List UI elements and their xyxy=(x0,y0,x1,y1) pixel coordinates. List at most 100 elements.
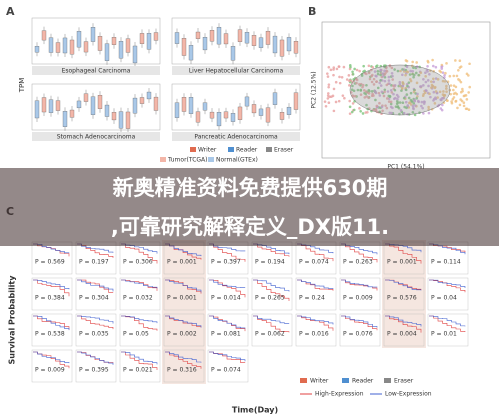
box xyxy=(90,27,96,42)
km-curve xyxy=(209,279,246,288)
pca-point xyxy=(351,102,355,105)
pca-point xyxy=(374,98,377,102)
pca-point xyxy=(332,87,336,91)
pca-point xyxy=(381,109,384,113)
pca-point xyxy=(387,79,391,82)
pca-point xyxy=(327,92,330,95)
pca-point xyxy=(409,91,413,95)
km-cell xyxy=(339,313,381,347)
pca-point xyxy=(436,78,440,81)
pca-point xyxy=(440,108,444,112)
pca-point xyxy=(427,105,430,109)
pca-point xyxy=(375,80,378,83)
box xyxy=(293,41,299,54)
pca-point xyxy=(359,88,363,92)
pca-point xyxy=(348,84,351,87)
pca-point xyxy=(341,94,345,97)
pca-point xyxy=(426,60,430,64)
pca-point xyxy=(372,83,376,86)
pca-point xyxy=(413,98,416,102)
km-curve xyxy=(121,243,158,264)
pca-point xyxy=(356,88,360,92)
pca-point xyxy=(441,71,445,74)
km-cell xyxy=(207,277,249,311)
pca-point xyxy=(438,90,442,94)
pca-point xyxy=(353,67,356,71)
km-curve xyxy=(77,243,114,253)
pca-point xyxy=(367,71,371,75)
pca-point xyxy=(343,96,346,100)
pca-point xyxy=(376,69,380,73)
legend-label: Normal(GTEx) xyxy=(216,157,258,164)
pca-point xyxy=(432,90,436,94)
pca-point xyxy=(384,104,387,107)
km-cell xyxy=(207,313,249,347)
pca-point xyxy=(452,88,455,92)
title-strip xyxy=(172,66,300,75)
km-cell xyxy=(75,313,117,347)
box xyxy=(244,96,250,107)
pca-point xyxy=(442,101,446,104)
pca-point xyxy=(434,90,438,93)
pca-point xyxy=(334,100,338,104)
box xyxy=(209,111,215,119)
pca-point xyxy=(457,78,460,81)
km-cell xyxy=(295,277,337,311)
p-value: P = 0.032 xyxy=(123,295,153,302)
km-cell xyxy=(251,277,293,311)
pca-point xyxy=(327,83,331,86)
pca-point xyxy=(468,85,472,89)
pca-point xyxy=(379,68,383,72)
pca-point xyxy=(337,65,341,68)
pca-point xyxy=(443,73,446,77)
highlight xyxy=(382,276,426,312)
km-cell xyxy=(383,277,425,311)
subplot-title: Pancreatic Adenocarcinoma xyxy=(194,134,278,141)
km-curve xyxy=(121,279,158,291)
km-curve xyxy=(297,279,334,289)
pca-point xyxy=(452,74,456,78)
p-value: P = 0.04 xyxy=(431,295,457,302)
p-value: P = 0.014 xyxy=(211,295,241,302)
box xyxy=(97,95,103,109)
pca-point xyxy=(383,88,387,92)
pca-point xyxy=(452,84,456,87)
pca-point xyxy=(379,73,382,77)
legend-label: Eraser xyxy=(274,147,294,154)
pca-point xyxy=(389,88,393,92)
pca-point xyxy=(419,71,423,75)
box xyxy=(41,97,47,113)
pca-point xyxy=(347,74,351,77)
panel-label: A xyxy=(6,5,15,18)
pca-point xyxy=(443,76,446,79)
pca-point xyxy=(446,80,450,84)
km-cell xyxy=(339,277,381,311)
pca-point xyxy=(361,112,365,115)
box xyxy=(48,99,54,113)
pca-point xyxy=(329,68,333,72)
pca-point xyxy=(415,81,419,85)
pca-point xyxy=(396,69,400,73)
pca-point xyxy=(326,72,329,75)
box xyxy=(258,37,264,48)
p-value: P = 0.306 xyxy=(123,259,153,266)
pca-point xyxy=(405,59,409,63)
box xyxy=(83,93,89,102)
box xyxy=(293,92,299,110)
pca-point xyxy=(390,71,394,75)
pca-point xyxy=(445,84,448,88)
legend-swatch xyxy=(208,157,214,162)
pca-point xyxy=(440,63,444,67)
km-curve xyxy=(429,315,466,332)
box xyxy=(153,32,159,41)
pca-point xyxy=(348,79,351,83)
pca-point xyxy=(372,108,375,112)
box xyxy=(76,100,82,109)
box xyxy=(265,107,271,123)
pca-point xyxy=(327,85,330,89)
pca-point xyxy=(367,92,371,95)
pca-point xyxy=(371,73,374,77)
km-cell xyxy=(119,277,161,311)
legend-label: Reader xyxy=(352,378,374,385)
box xyxy=(181,97,187,112)
